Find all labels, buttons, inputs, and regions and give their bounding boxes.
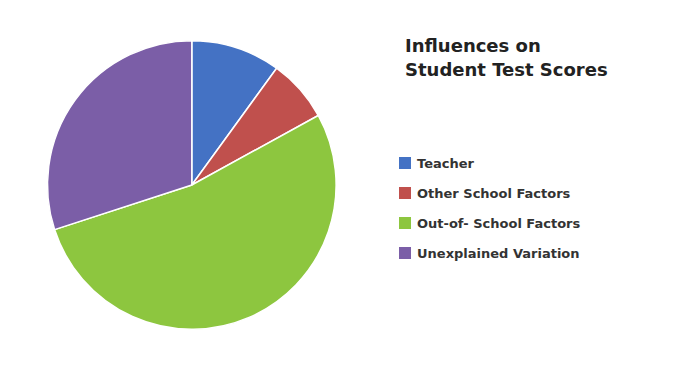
svg-text:Other School Factors: Other School Factors (417, 186, 571, 201)
svg-text:Out-of- School Factors: Out-of- School Factors (417, 216, 581, 231)
svg-text:Teacher: Teacher (417, 156, 475, 171)
svg-text:Student Test Scores: Student Test Scores (405, 59, 608, 80)
svg-text:Influences on: Influences on (405, 35, 541, 56)
svg-text:Unexplained Variation: Unexplained Variation (417, 246, 580, 261)
